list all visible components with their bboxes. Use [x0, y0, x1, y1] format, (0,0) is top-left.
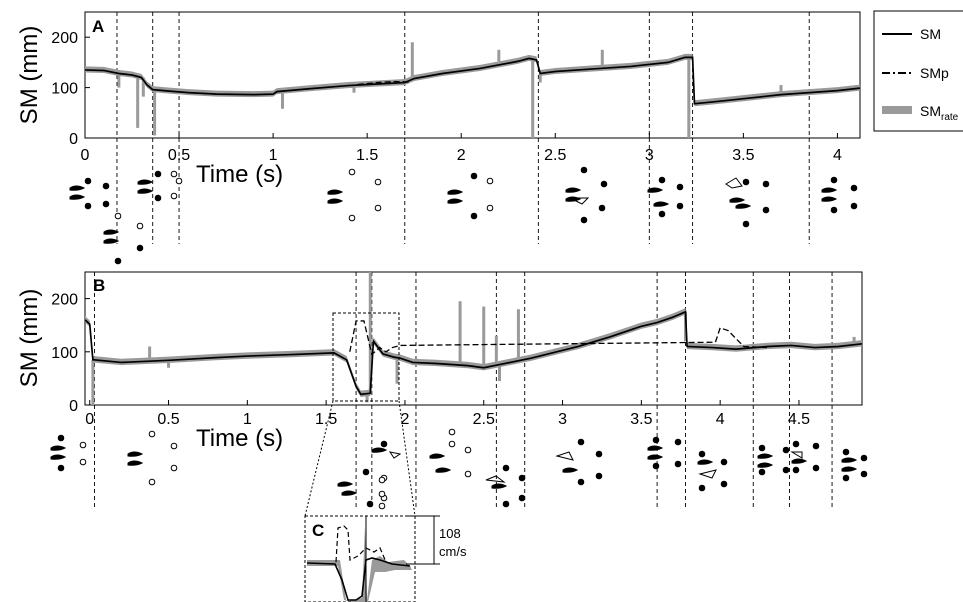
- gait-diagram: [337, 468, 388, 508]
- legend-label-smrate-sub: rate: [941, 112, 959, 123]
- smp-line: [349, 320, 768, 356]
- panel-label-b: B: [93, 276, 105, 295]
- gait-diagram: [127, 430, 178, 486]
- scalebar-unit: cm/s: [439, 544, 467, 559]
- sm-line: [84, 310, 863, 396]
- x-tick-label: 1: [269, 147, 278, 164]
- x-tick-label: 0: [85, 411, 94, 428]
- gait-diagram: [137, 170, 183, 202]
- gait-diagram: [647, 436, 682, 470]
- x-tick-label: 0.5: [168, 147, 190, 164]
- x-tick-label: 3: [645, 147, 654, 164]
- sm-line: [84, 56, 861, 105]
- legend: SM SMp SMrate: [873, 10, 963, 132]
- event-lines-a: [116, 12, 810, 244]
- x-tick-label: 2: [400, 411, 409, 428]
- gait-diagram: [447, 172, 494, 220]
- inset-sm-line: [306, 557, 411, 601]
- panel-b: B 0 0.5 1 1.5 2 2.5 3 3.5 4 4.5 0 100 200 SM (mm) Ti…: [16, 271, 863, 510]
- panel-a: A 0 0.5 1 1.5 2 2.5 3 3.5 4 0 100 200 SM (mm) Time …: [16, 11, 861, 244]
- x-tick-label: 3.5: [630, 411, 652, 428]
- x-tick-label: 2.5: [544, 147, 566, 164]
- inset-frame: [304, 515, 416, 602]
- sm-rate-band-b: [85, 272, 862, 405]
- zoom-region: [332, 312, 400, 402]
- y-tick-label: 0: [69, 398, 78, 415]
- gait-diagram: [790, 440, 820, 474]
- x-axis-label-b: Time (s): [196, 425, 283, 452]
- series-b: [84, 310, 863, 396]
- gait-diagram: [725, 177, 770, 228]
- legend-label-sm: SM: [920, 26, 941, 42]
- gait-diagram: [50, 434, 87, 472]
- scalebar-value: 108: [439, 526, 461, 541]
- panel-c: C 108 cm/s: [304, 400, 467, 602]
- x-tick-label: 2: [457, 147, 466, 164]
- y-axis-label-a: SM (mm): [16, 26, 43, 125]
- smp-line: [357, 80, 409, 86]
- x-tick-label: 0.5: [157, 411, 179, 428]
- x-tick-label: 3.5: [732, 147, 754, 164]
- gait-diagram: [841, 448, 868, 482]
- gait-diagram: [565, 166, 608, 224]
- x-tick-label: 2.5: [473, 411, 495, 428]
- gait-diagram: [485, 464, 526, 508]
- sm-rate-band: [85, 53, 860, 107]
- gait-diagram: [821, 176, 858, 214]
- gait-diagram: [757, 444, 790, 476]
- y-tick-label: 0: [69, 131, 78, 148]
- panel-label-a: A: [92, 17, 104, 36]
- gait-diagram: [647, 176, 684, 218]
- legend-label-smrate-main: SM: [920, 103, 941, 119]
- gait-diagram: [371, 440, 402, 510]
- x-tick-label: 1.5: [315, 411, 337, 428]
- sm-rate-band: [85, 308, 862, 398]
- gait-diagram: [69, 177, 110, 210]
- series-a: [84, 56, 861, 105]
- legend-label-smp: SMp: [920, 65, 949, 81]
- x-tick-label: 1.5: [356, 147, 378, 164]
- event-lines-b: [94, 272, 833, 510]
- x-tick-label: 4.5: [788, 411, 810, 428]
- y-axis-label-b: SM (mm): [16, 289, 43, 388]
- y-tick-label: 200: [51, 30, 78, 47]
- y-tick-label: 100: [51, 81, 78, 98]
- axis-ticks-b: 0 0.5 1 1.5 2 2.5 3 3.5 4 4.5 0 100 200: [51, 292, 810, 428]
- x-tick-label: 3: [558, 411, 567, 428]
- legend-swatch-smrate: [882, 106, 912, 114]
- gait-diagrams-b: [50, 428, 868, 510]
- sm-rate-band-a: [85, 42, 860, 138]
- axis-ticks-a: 0 0.5 1 1.5 2 2.5 3 3.5 4 0 100 200: [51, 30, 842, 164]
- gait-diagram: [555, 438, 603, 486]
- zoom-connector-right: [398, 400, 416, 517]
- gait-diagrams-a: [69, 166, 858, 265]
- x-tick-label: 4: [716, 411, 725, 428]
- plot-frame-b: [84, 271, 863, 406]
- gait-diagram: [327, 168, 382, 222]
- y-tick-label: 100: [51, 345, 78, 362]
- panel-label-c: C: [312, 521, 324, 540]
- legend-label-smrate: SMrate: [920, 103, 959, 123]
- gait-diagram: [103, 212, 144, 265]
- x-axis-label-a: Time (s): [196, 161, 283, 188]
- x-tick-label: 0: [81, 147, 90, 164]
- x-tick-label: 4: [833, 147, 842, 164]
- inset-trace: [306, 516, 412, 602]
- plot-frame-a: [84, 11, 861, 139]
- inset-smp-line: [335, 525, 387, 563]
- y-tick-label: 200: [51, 292, 78, 309]
- gait-diagram: [697, 450, 728, 492]
- x-tick-label: 1: [243, 411, 252, 428]
- gait-diagram: [429, 428, 472, 478]
